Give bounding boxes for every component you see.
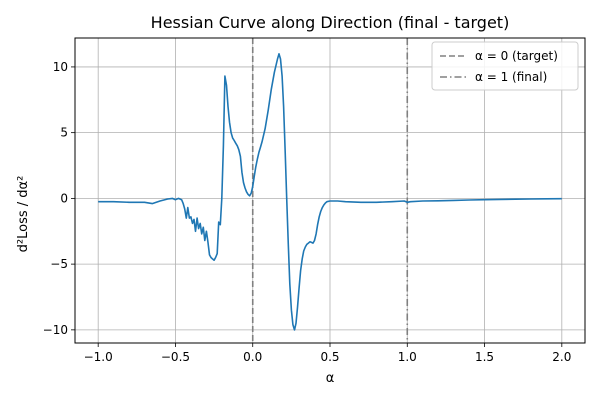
legend-box: [431, 41, 579, 91]
legend: α = 0 (target) α = 1 (final): [431, 41, 579, 91]
y-tick-label: 10: [53, 60, 68, 74]
x-tick-label: 0.0: [243, 350, 262, 364]
chart-title: Hessian Curve along Direction (final - t…: [151, 13, 510, 32]
legend-label-1: α = 1 (final): [475, 70, 547, 84]
x-tick-label: −1.0: [84, 350, 113, 364]
x-tick-label: 1.5: [475, 350, 494, 364]
x-axis-ticks: −1.0 −0.5 0.0 0.5 1.0 1.5 2.0: [84, 343, 571, 364]
x-tick-label: −0.5: [161, 350, 190, 364]
y-tick-label: −10: [43, 323, 68, 337]
reference-lines: [251, 38, 409, 343]
x-tick-label: 2.0: [552, 350, 571, 364]
y-axis-ticks: −10 −5 0 5 10: [43, 60, 75, 337]
x-tick-label: 1.0: [398, 350, 417, 364]
y-tick-label: 5: [60, 126, 68, 140]
series-layer: [98, 52, 562, 331]
series-line-0: [98, 52, 562, 331]
y-tick-label: 0: [60, 191, 68, 205]
x-axis-label: α: [326, 371, 335, 386]
x-tick-label: 0.5: [320, 350, 339, 364]
y-axis-label: d²Loss / dα²: [16, 176, 31, 253]
y-tick-label: −5: [50, 257, 68, 271]
legend-label-0: α = 0 (target): [475, 49, 558, 63]
